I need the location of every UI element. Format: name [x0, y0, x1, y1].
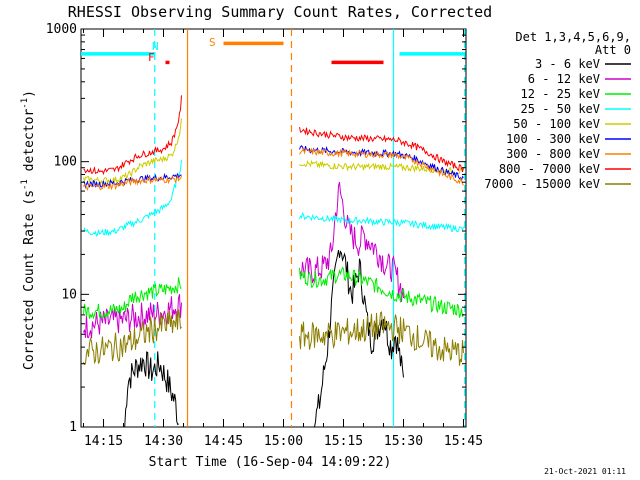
y-tick-label: 10	[61, 287, 77, 302]
series-100-300-kev-b	[299, 145, 464, 183]
legend-label: 12 - 25 keV	[521, 87, 600, 101]
series-3-6-kev	[124, 351, 179, 428]
legend-label: 300 - 800 keV	[506, 147, 600, 161]
series-300-800-kev-b	[299, 147, 464, 186]
x-tick-label: 15:45	[444, 434, 483, 449]
series-12-25-kev-b	[299, 266, 464, 318]
y-axis: 1 10 100 1000	[46, 22, 466, 435]
series-7000-15000-kev-b	[299, 311, 464, 366]
series-7000-15000-kev	[83, 309, 182, 366]
annotation-s: S	[209, 36, 216, 49]
legend-label: 50 - 100 keV	[513, 117, 600, 131]
series-group	[83, 95, 464, 428]
legend-label: 3 - 6 keV	[535, 57, 600, 71]
status-bars	[81, 41, 466, 65]
x-tick-label: 15:30	[384, 434, 423, 449]
series-25-50-kev	[83, 159, 182, 238]
svg-text:Corrected Count Rate (s-1 dete: Corrected Count Rate (s-1 detector-1)	[20, 90, 37, 370]
series-800-7000-kev	[83, 95, 182, 176]
annotation-n: N	[152, 40, 159, 53]
legend-label: 7000 - 15000 keV	[484, 177, 600, 191]
series-6-12-kev	[83, 293, 182, 339]
x-axis: 14:15 14:30 14:45 15:00 15:15 15:30 15:45	[83, 29, 483, 449]
x-tick-label: 15:00	[264, 434, 303, 449]
plot-area	[80, 28, 467, 428]
legend-label: 6 - 12 keV	[528, 72, 600, 86]
legend-label: 800 - 7000 keV	[499, 162, 600, 176]
ylabel-sup1: -1	[20, 179, 30, 190]
chart-title: RHESSI Observing Summary Count Rates, Co…	[68, 3, 492, 21]
y-tick-label: 1000	[46, 22, 77, 37]
plot-border	[80, 28, 467, 428]
legend-header-line1: Det 1,3,4,5,6,9,	[515, 30, 631, 44]
series-12-25-kev	[83, 277, 182, 320]
ylabel-part2: detector	[22, 109, 37, 180]
series-25-50-kev-b	[299, 212, 464, 233]
vertical-markers	[154, 29, 466, 427]
y-tick-label: 1	[69, 420, 77, 435]
y-axis-label: Corrected Count Rate (s-1 detector-1)	[20, 90, 37, 370]
series-800-7000-kev-b	[299, 127, 464, 173]
y-tick-label: 100	[54, 155, 77, 170]
ylabel-sup2: -1	[20, 98, 30, 109]
x-tick-label: 14:15	[84, 434, 123, 449]
legend-header-line2: Att 0	[595, 43, 631, 57]
series-300-800-kev	[83, 175, 182, 192]
ylabel-part1: Corrected Count Rate (s	[22, 190, 37, 370]
annotation-f: F	[148, 51, 155, 64]
legend-label: 25 - 50 keV	[521, 102, 600, 116]
series-6-12-kev-b	[299, 181, 404, 302]
x-axis-label: Start Time (16-Sep-04 14:09:22)	[149, 455, 392, 470]
timestamp: 21-Oct-2021 01:11	[544, 467, 626, 476]
x-tick-label: 14:30	[144, 434, 183, 449]
x-tick-label: 15:15	[324, 434, 363, 449]
x-tick-label: 14:45	[204, 434, 243, 449]
ylabel-part3: )	[22, 90, 37, 98]
legend-label: 100 - 300 keV	[506, 132, 600, 146]
